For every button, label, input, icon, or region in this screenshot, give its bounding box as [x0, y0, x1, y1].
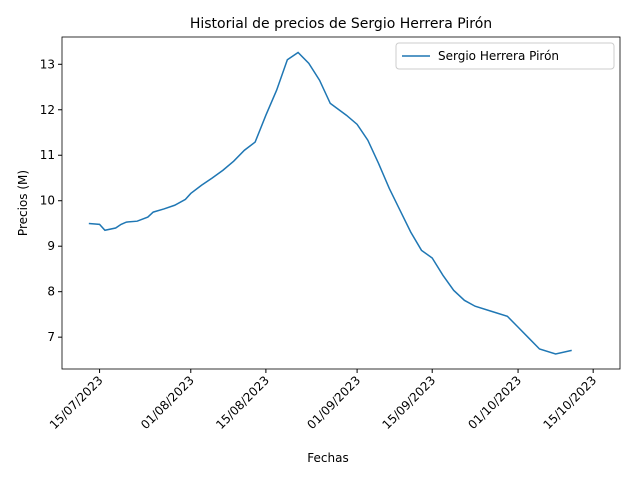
y-tick-label: 12 — [40, 103, 55, 117]
x-tick-label: 15/08/2023 — [213, 373, 272, 432]
y-tick-label: 8 — [47, 285, 55, 299]
x-tick-label: 15/07/2023 — [47, 373, 106, 432]
chart-title: Historial de precios de Sergio Herrera P… — [190, 16, 492, 32]
x-tick-label: 15/09/2023 — [380, 373, 439, 432]
plot-frame — [61, 36, 621, 370]
y-tick-label: 13 — [40, 57, 55, 71]
y-tick-label: 10 — [40, 194, 55, 208]
x-tick-label: 01/10/2023 — [465, 373, 524, 432]
x-tick-label: 01/09/2023 — [304, 373, 363, 432]
y-tick-label: 7 — [47, 330, 55, 344]
x-tick-label: 15/10/2023 — [540, 373, 599, 432]
legend-box — [395, 42, 615, 70]
legend-label: Sergio Herrera Pirón — [438, 49, 559, 63]
x-axis-label: Fechas — [307, 451, 348, 465]
line — [88, 51, 572, 355]
y-axis-label: Precios (M) — [16, 170, 30, 236]
y-tick-label: 9 — [47, 239, 55, 253]
x-tick-label: 01/08/2023 — [138, 373, 197, 432]
y-tick-label: 11 — [40, 148, 55, 162]
